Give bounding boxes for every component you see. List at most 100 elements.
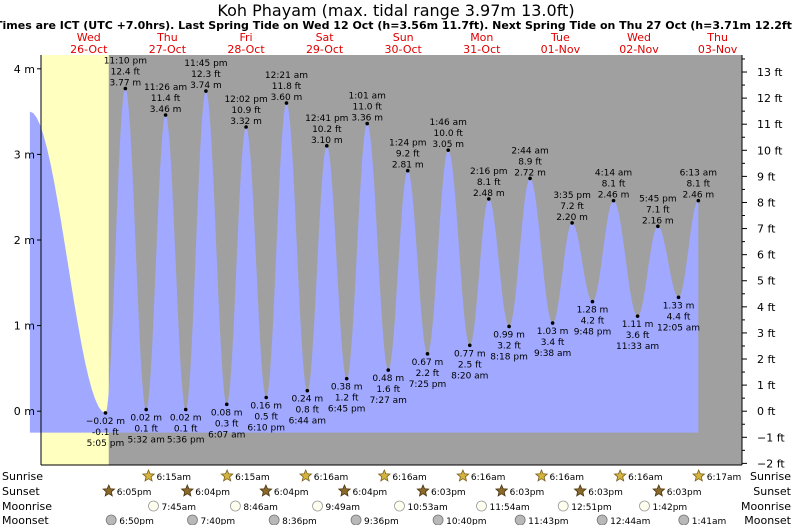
day-date-label: 26-Oct bbox=[70, 43, 108, 56]
sunset-time: 6:04pm bbox=[274, 488, 309, 498]
low-tide-point bbox=[144, 407, 148, 412]
moonrise-time: 7:45am bbox=[161, 503, 196, 513]
tide-m-label: 0.67 m bbox=[412, 358, 444, 368]
low-tide-point bbox=[305, 388, 310, 393]
high-tide-point bbox=[365, 121, 370, 126]
moonset-icon bbox=[350, 514, 362, 526]
tide-time-label: 12:02 pm bbox=[224, 95, 267, 105]
low-tide-point bbox=[550, 321, 555, 325]
moonset-icon bbox=[596, 514, 608, 526]
tide-curve bbox=[29, 88, 699, 433]
tide-time-label: 6:45 pm bbox=[328, 405, 366, 415]
moonrise-time: 9:49am bbox=[326, 503, 361, 513]
tide-m-label: 0.16 m bbox=[250, 402, 282, 412]
tide-m-label: 3.36 m bbox=[351, 114, 383, 124]
row-label-left: Sunrise bbox=[2, 470, 43, 483]
sunset-icon bbox=[337, 483, 352, 497]
tide-time-label: 2:44 am bbox=[511, 146, 548, 156]
tide-time-label: 12:41 pm bbox=[305, 114, 348, 124]
tide-ft-label: 0.1 ft bbox=[134, 424, 158, 434]
tide-time-label: 1:24 pm bbox=[389, 139, 427, 149]
tide-m-label: 1.28 m bbox=[577, 306, 609, 316]
sun-moon-rows: Sunrise Sunrise Sunset Sunset Moonrise Moonri… bbox=[2, 468, 792, 527]
sunset-time: 6:03pm bbox=[510, 488, 545, 498]
high-tide-point bbox=[570, 221, 574, 225]
tide-m-label: 0.38 m bbox=[331, 383, 363, 393]
high-tide-point bbox=[204, 89, 208, 93]
day-name-label: Wed bbox=[77, 31, 101, 44]
high-tide-point bbox=[405, 168, 410, 173]
row-label-left: Moonrise bbox=[2, 500, 52, 513]
day-name-label: Sun bbox=[393, 31, 414, 44]
day-date-label: 27-Oct bbox=[149, 43, 187, 56]
high-tide-point bbox=[486, 197, 491, 201]
tide-m-label: 0.08 m bbox=[211, 408, 243, 418]
y-tick-label-right: 3 ft bbox=[757, 327, 776, 340]
tide-m-label: 0.48 m bbox=[372, 374, 404, 384]
tide-m-label: 0.02 m bbox=[130, 413, 162, 423]
tide-time-label: 6:07 am bbox=[208, 430, 245, 440]
moonset-time: 1:41am bbox=[692, 517, 727, 525]
moonset-time: 6:50pm bbox=[119, 517, 154, 525]
tide-time-label: 6:13 am bbox=[680, 169, 717, 179]
sunrise-time: 6:16am bbox=[471, 473, 506, 483]
tide-ft-label: 0.3 ft bbox=[215, 419, 239, 429]
day-name-label: Tue bbox=[550, 31, 570, 44]
tide-ft-label: 7.1 ft bbox=[646, 205, 670, 215]
tide-time-label: 7:27 am bbox=[370, 396, 407, 406]
tide-time-label: 11:45 pm bbox=[184, 59, 227, 69]
day-name-label: Thu bbox=[156, 31, 178, 44]
page-title: Koh Phayam (max. tidal range 3.97m 13.0f… bbox=[217, 1, 574, 20]
day-date-label: 03-Nov bbox=[698, 43, 738, 56]
tide-ft-label: 10.0 ft bbox=[434, 129, 464, 139]
tide-time-label: 11:33 am bbox=[616, 342, 659, 352]
tide-m-label: 2.46 m bbox=[683, 191, 715, 201]
y-tick-label-right: 8 ft bbox=[757, 196, 776, 209]
high-tide-point bbox=[656, 224, 660, 229]
tide-ft-label: 10.2 ft bbox=[312, 125, 342, 135]
tide-ft-label: 3.4 ft bbox=[541, 338, 565, 348]
y-tick-label-left: 4 m bbox=[14, 63, 35, 76]
tide-time-label: 9:38 am bbox=[534, 349, 571, 359]
tide-m-label: 1.11 m bbox=[622, 320, 654, 330]
tide-ft-label: 0.8 ft bbox=[295, 406, 319, 416]
tide-time-label: 11:26 am bbox=[144, 83, 187, 93]
sunset-icon bbox=[652, 483, 666, 497]
y-tick-label-left: 3 m bbox=[14, 148, 35, 161]
sunrise-time: 6:17am bbox=[707, 473, 742, 483]
tide-m-label: 2.46 m bbox=[598, 191, 630, 201]
y-tick-label-right: 0 ft bbox=[757, 405, 776, 418]
tide-time-label: 6:10 pm bbox=[247, 424, 285, 434]
y-tick-label-right: 11 ft bbox=[757, 118, 783, 131]
moonrise-time: 12:51pm bbox=[571, 503, 611, 513]
tide-ft-label: 12.4 ft bbox=[111, 67, 141, 77]
moonset-time: 12:44am bbox=[610, 517, 650, 525]
tide-time-label: 5:45 pm bbox=[639, 194, 677, 204]
tide-m-label: 2.48 m bbox=[473, 189, 505, 199]
sunset-time: 6:04pm bbox=[195, 488, 230, 498]
sunrise-time: 6:16am bbox=[628, 473, 663, 483]
day-date-label: 29-Oct bbox=[306, 43, 344, 56]
row-label-right: Sunset bbox=[753, 485, 791, 498]
y-tick-label-right: 2 ft bbox=[757, 353, 776, 366]
sunset-time: 6:05pm bbox=[117, 488, 152, 498]
moonrise-time: 11:54am bbox=[489, 503, 529, 513]
high-tide-point bbox=[325, 144, 329, 148]
sunset-time: 6:04pm bbox=[352, 488, 387, 498]
sunset-time: 6:03pm bbox=[588, 488, 623, 498]
y-tick-label-right: −1 ft bbox=[757, 431, 785, 444]
tide-time-label: 12:05 am bbox=[657, 323, 700, 333]
tide-m-label: 0.77 m bbox=[454, 349, 486, 359]
row-label-right: Moonset bbox=[744, 514, 791, 525]
moonrise-icon bbox=[229, 500, 241, 512]
low-tide-point bbox=[425, 352, 430, 356]
tide-ft-label: 2.5 ft bbox=[458, 360, 482, 370]
tide-m-label: 3.05 m bbox=[432, 140, 464, 150]
high-tide-point bbox=[696, 198, 701, 203]
sunset-icon bbox=[494, 483, 509, 497]
tide-ft-label: 11.4 ft bbox=[151, 94, 181, 104]
day-name-label: Thu bbox=[706, 31, 728, 44]
